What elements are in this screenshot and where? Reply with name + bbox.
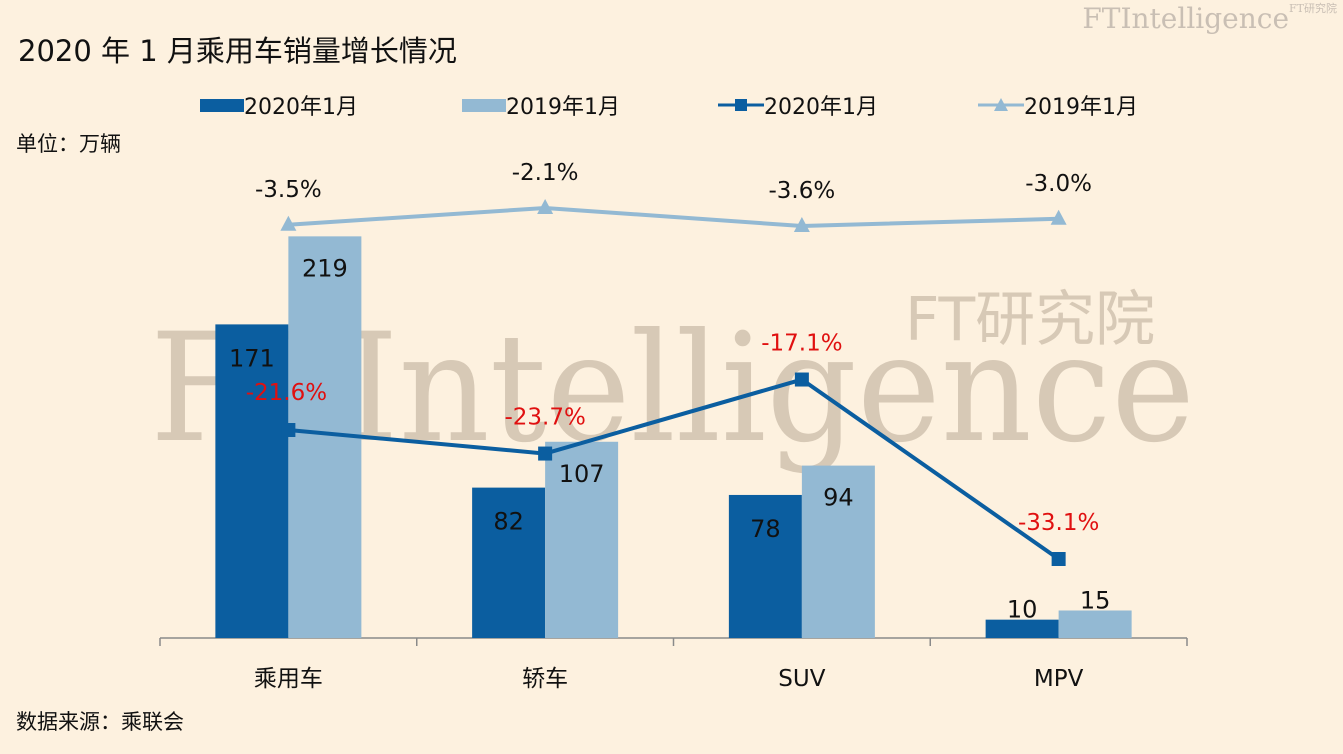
bar-value-label: 107	[559, 460, 605, 488]
legend-item-bar-2020: 2020年1月	[200, 88, 358, 122]
x-tick-label: 轿车	[522, 666, 568, 692]
bar-value-label: 94	[823, 484, 854, 512]
bar-value-label: 82	[493, 508, 524, 536]
x-tick-label: SUV	[778, 666, 825, 692]
bar-2019	[1058, 610, 1132, 638]
line-2019-label: -3.0%	[1025, 171, 1092, 197]
line-2020	[288, 377, 1060, 561]
line-2020-marker	[794, 372, 809, 387]
bar-2019	[545, 441, 619, 638]
line-2020-label: -17.1%	[761, 331, 842, 357]
line-2019-label: -3.6%	[769, 178, 836, 204]
line-2020-label: -23.7%	[504, 405, 585, 431]
legend-swatch-bar-2019	[462, 99, 506, 112]
brand-logo: FTIntelligenceFT研究院	[1082, 2, 1337, 35]
line-2019-marker	[537, 199, 554, 214]
legend-item-line-2020: 2020年1月	[718, 88, 878, 122]
bar-2020	[728, 494, 802, 638]
bar-value-label: 171	[229, 344, 275, 372]
line-2019-marker	[1050, 209, 1067, 225]
brand-logo-main: FTIntelligence	[1082, 2, 1290, 35]
legend: 2020年1月 2019年1月 2020年1月 2019年1月	[200, 88, 1160, 122]
legend-label: 2019年1月	[506, 95, 620, 120]
x-tick-label: MPV	[1034, 666, 1084, 692]
bar-value-label: 219	[302, 254, 348, 282]
bar-2020	[215, 324, 289, 638]
bar-2020	[472, 487, 546, 638]
bar-2019	[801, 465, 875, 638]
source-label: 数据来源：乘联会	[16, 710, 184, 734]
legend-label: 2020年1月	[764, 95, 878, 120]
chart-title: 2020 年 1 月乘用车销量增长情况	[18, 34, 457, 68]
legend-item-line-2019: 2019年1月	[978, 88, 1138, 122]
brand-logo-sub: FT研究院	[1289, 2, 1337, 15]
legend-swatch-line-2020	[718, 99, 764, 111]
x-tick-label: 乘用车	[254, 666, 323, 692]
line-2019-marker	[280, 215, 297, 231]
watermark-subtext: FT研究院	[905, 285, 1155, 355]
bar-2020	[985, 619, 1059, 638]
unit-label: 单位：万辆	[16, 132, 121, 156]
legend-label: 2020年1月	[244, 95, 358, 120]
line-2019-label: -2.1%	[512, 160, 579, 186]
line-2019	[288, 205, 1059, 229]
line-2020-label: -21.6%	[246, 380, 327, 406]
bar-value-label: 10	[1007, 596, 1038, 624]
legend-item-bar-2019: 2019年1月	[462, 88, 620, 122]
legend-swatch-line-2019	[978, 98, 1024, 111]
line-2019-label: -3.5%	[255, 177, 322, 203]
line-2020-marker	[1051, 552, 1066, 566]
line-2019-marker	[793, 217, 810, 232]
legend-swatch-bar-2020	[200, 99, 244, 112]
line-2020-marker	[281, 423, 296, 437]
bar-value-label: 78	[750, 515, 781, 543]
line-2020-label: -33.1%	[1018, 510, 1099, 536]
legend-label: 2019年1月	[1024, 95, 1138, 120]
bar-value-label: 15	[1080, 586, 1111, 614]
line-2020-marker	[538, 446, 553, 461]
